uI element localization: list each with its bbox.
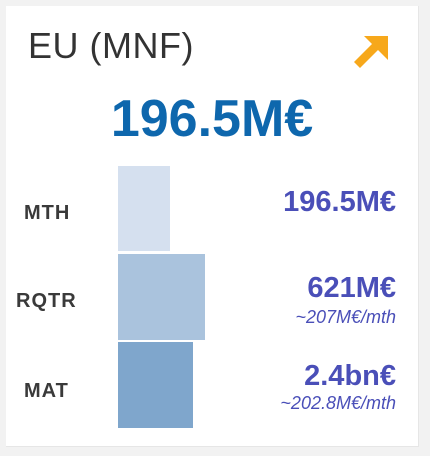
row-label-mth: MTH — [24, 202, 71, 224]
bar-mat — [118, 342, 193, 428]
kpi-card: EU (MNF) 196.5M€ MTH 196.5M€ RQTR 621M€ … — [6, 6, 419, 447]
bar-mth — [118, 166, 170, 251]
sub-mat: ~202.8M€/mth — [280, 393, 396, 413]
value-mat: 2.4bn€ — [304, 360, 396, 392]
arrow-up-right-icon — [354, 36, 388, 68]
row-label-rqtr: RQTR — [16, 290, 77, 312]
row-label-mat: MAT — [24, 380, 69, 402]
headline-value: 196.5M€ — [110, 90, 314, 148]
sub-rqtr: ~207M€/mth — [295, 307, 396, 327]
value-mth: 196.5M€ — [283, 186, 396, 218]
bar-rqtr — [118, 254, 205, 340]
card-title: EU (MNF) — [28, 25, 194, 66]
value-rqtr: 621M€ — [307, 272, 396, 304]
